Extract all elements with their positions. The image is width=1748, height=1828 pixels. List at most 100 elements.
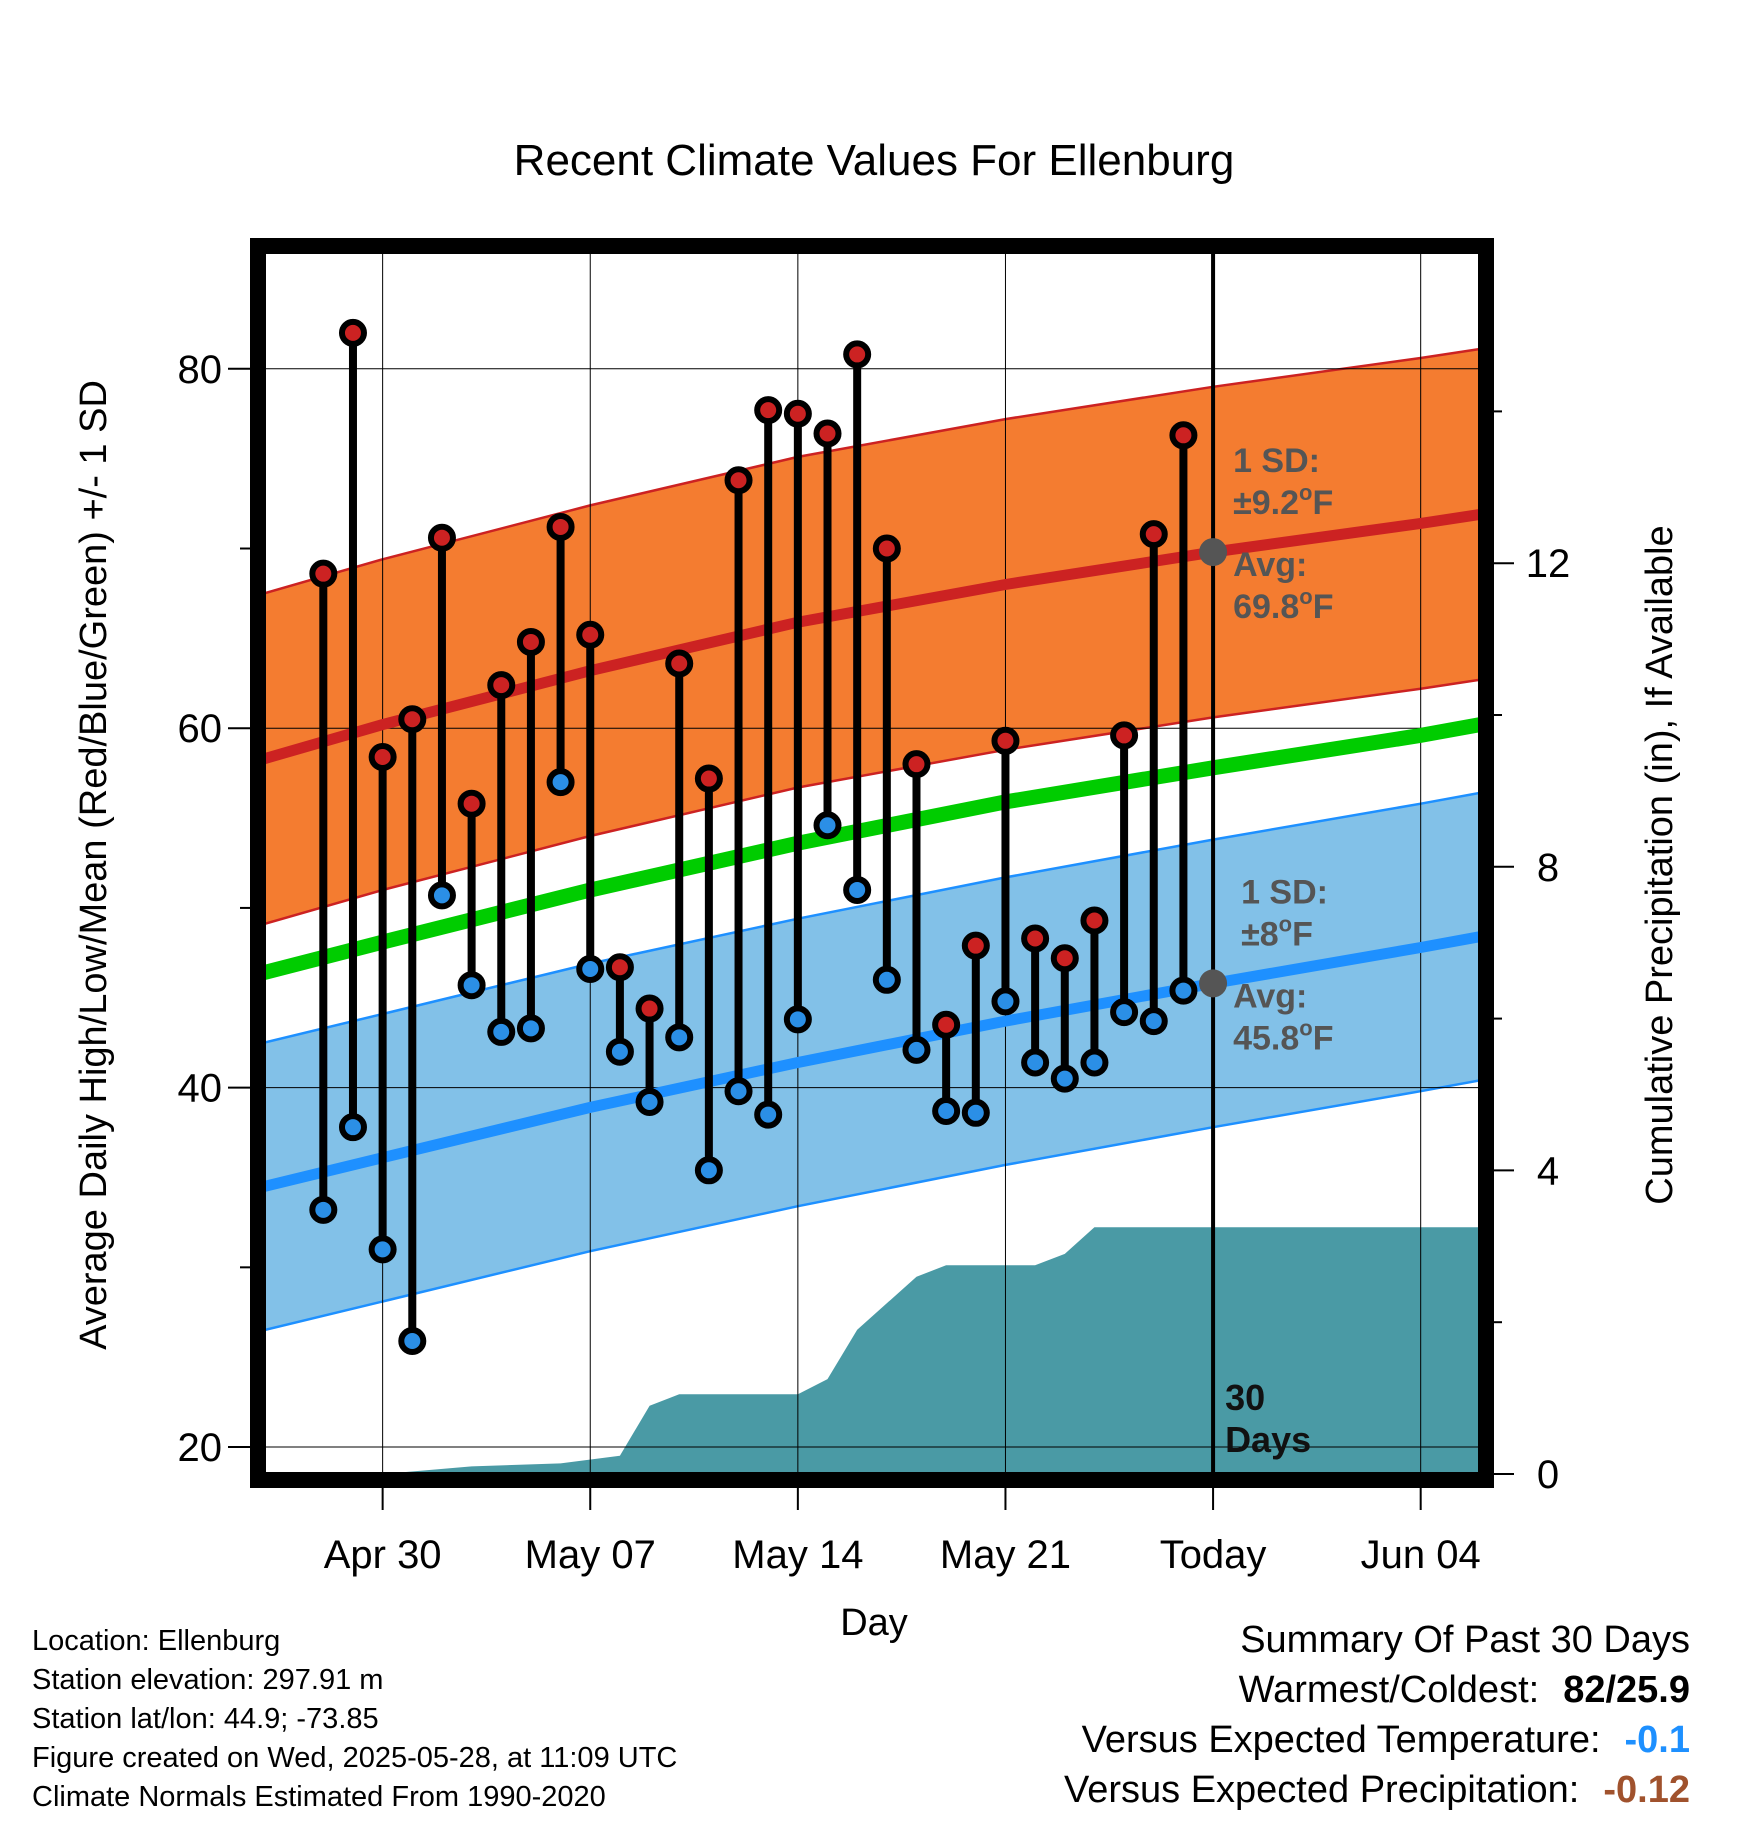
daily-high-marker <box>783 399 812 428</box>
precip-label: Versus Expected Precipitation: <box>1063 1769 1580 1811</box>
daily-low-marker <box>991 987 1020 1016</box>
daily-low-marker <box>635 1088 664 1117</box>
low-sd-band <box>264 792 1480 1331</box>
daily-low-marker <box>1021 1048 1050 1077</box>
daily-high-marker <box>635 994 664 1023</box>
daily-low-marker <box>457 971 486 1000</box>
x-axis-label: Day <box>840 1602 908 1644</box>
daily-high-marker <box>1139 520 1168 549</box>
daily-low-marker <box>1080 1048 1109 1077</box>
daily-high-marker <box>902 750 931 779</box>
summary-precip-row: Versus Expected Precipitation: -0.12 <box>1064 1765 1690 1815</box>
daily-low-marker <box>605 1037 634 1066</box>
today-high-normal-dot <box>1199 538 1228 567</box>
daily-high-marker <box>1110 721 1139 750</box>
daily-high-marker <box>338 318 367 347</box>
normal-low-line <box>264 931 1480 1192</box>
location-text: Location: Ellenburg <box>32 1625 281 1657</box>
daily-high-marker <box>1169 421 1198 450</box>
daily-low-marker <box>1050 1064 1079 1093</box>
daily-high-marker <box>754 396 783 425</box>
daily-high-marker <box>665 649 694 678</box>
daily-low-marker <box>783 1005 812 1034</box>
daily-high-marker <box>1021 924 1050 953</box>
daily-low-marker <box>338 1113 367 1142</box>
daily-low-marker <box>309 1195 338 1224</box>
chart-title: Recent Climate Values For Ellenburg <box>514 136 1235 185</box>
daily-low-marker <box>1169 976 1198 1005</box>
high-sd-value: ±9.2oF <box>1233 480 1333 522</box>
warm-cold-value: 82/25.9 <box>1563 1669 1690 1711</box>
summary-warm-cold-row: Warmest/Coldest: 82/25.9 <box>1064 1665 1690 1715</box>
low-avg-value: 45.8oF <box>1233 1015 1333 1057</box>
y-tick-label: 80 <box>178 348 223 392</box>
daily-high-marker <box>368 742 397 771</box>
window-days-number: 30 <box>1225 1377 1265 1418</box>
daily-low-marker <box>932 1096 961 1125</box>
x-tick-label: May 14 <box>732 1533 863 1577</box>
daily-low-marker <box>961 1098 990 1127</box>
daily-low-marker <box>1139 1007 1168 1036</box>
normals-text: Climate Normals Estimated From 1990-2020 <box>32 1781 606 1813</box>
daily-low-marker <box>427 881 456 910</box>
created-text: Figure created on Wed, 2025-05-28, at 11… <box>32 1742 678 1774</box>
y-right-tick-label: 12 <box>1526 542 1571 586</box>
high-sd-label: 1 SD: <box>1233 442 1320 480</box>
daily-low-marker <box>843 875 872 904</box>
daily-low-marker <box>1110 998 1139 1027</box>
summary-title: Summary Of Past 30 Days <box>1240 1619 1690 1661</box>
daily-high-marker <box>843 340 872 369</box>
low-sd-lower-edge <box>264 1079 1480 1332</box>
daily-high-marker <box>309 559 338 588</box>
daily-high-marker <box>694 764 723 793</box>
daily-low-marker <box>398 1327 427 1356</box>
low-sd-value: ±8oF <box>1241 911 1313 953</box>
high-avg-value: 69.8oF <box>1233 584 1333 626</box>
daily-high-marker <box>605 953 634 982</box>
daily-low-marker <box>368 1235 397 1264</box>
daily-high-marker <box>1050 944 1079 973</box>
y-tick-label: 40 <box>178 1067 223 1111</box>
window-days-label: Days <box>1225 1419 1311 1460</box>
precip-value: -0.12 <box>1603 1769 1690 1811</box>
daily-high-marker <box>576 620 605 649</box>
daily-high-marker <box>427 523 456 552</box>
high-sd-upper-edge <box>264 347 1480 595</box>
summary-temp-row: Versus Expected Temperature: -0.1 <box>1064 1715 1690 1765</box>
normal-mean-line <box>264 717 1480 980</box>
low-avg-label: Avg: <box>1233 977 1307 1015</box>
daily-high-marker <box>724 466 753 495</box>
daily-low-marker <box>546 768 575 797</box>
y-tick-label: 20 <box>178 1426 223 1470</box>
daily-high-marker <box>516 627 545 656</box>
precipitation-area <box>382 1227 1480 1474</box>
x-tick-label: May 21 <box>940 1533 1071 1577</box>
station-info: Location: Ellenburg Station elevation: 2… <box>32 1622 677 1817</box>
y-axis-label: Average Daily High/Low/Mean (Red/Blue/Gr… <box>73 380 115 1350</box>
y-axis-right-label: Cumulative Precipitation (in), If Availa… <box>1639 525 1681 1204</box>
summary-panel: Summary Of Past 30 Days Warmest/Coldest:… <box>1064 1615 1690 1815</box>
latlon-text: Station lat/lon: 44.9; -73.85 <box>32 1703 379 1735</box>
x-tick-label: Apr 30 <box>324 1533 442 1577</box>
temp-label: Versus Expected Temperature: <box>1081 1719 1601 1761</box>
daily-high-marker <box>991 726 1020 755</box>
y-tick-label: 60 <box>178 707 223 751</box>
daily-low-marker <box>576 955 605 984</box>
daily-high-marker <box>546 512 575 541</box>
daily-low-marker <box>813 811 842 840</box>
daily-high-marker <box>961 931 990 960</box>
y-right-tick-label: 8 <box>1537 846 1559 890</box>
temp-value: -0.1 <box>1624 1719 1690 1761</box>
daily-high-marker <box>457 789 486 818</box>
elevation-text: Station elevation: 297.91 m <box>32 1664 384 1696</box>
daily-high-marker <box>872 534 901 563</box>
high-sd-lower-edge <box>264 678 1480 926</box>
daily-low-marker <box>902 1035 931 1064</box>
x-tick-label: May 07 <box>525 1533 656 1577</box>
daily-high-marker <box>487 671 516 700</box>
daily-low-marker <box>724 1077 753 1106</box>
daily-high-marker <box>813 419 842 448</box>
